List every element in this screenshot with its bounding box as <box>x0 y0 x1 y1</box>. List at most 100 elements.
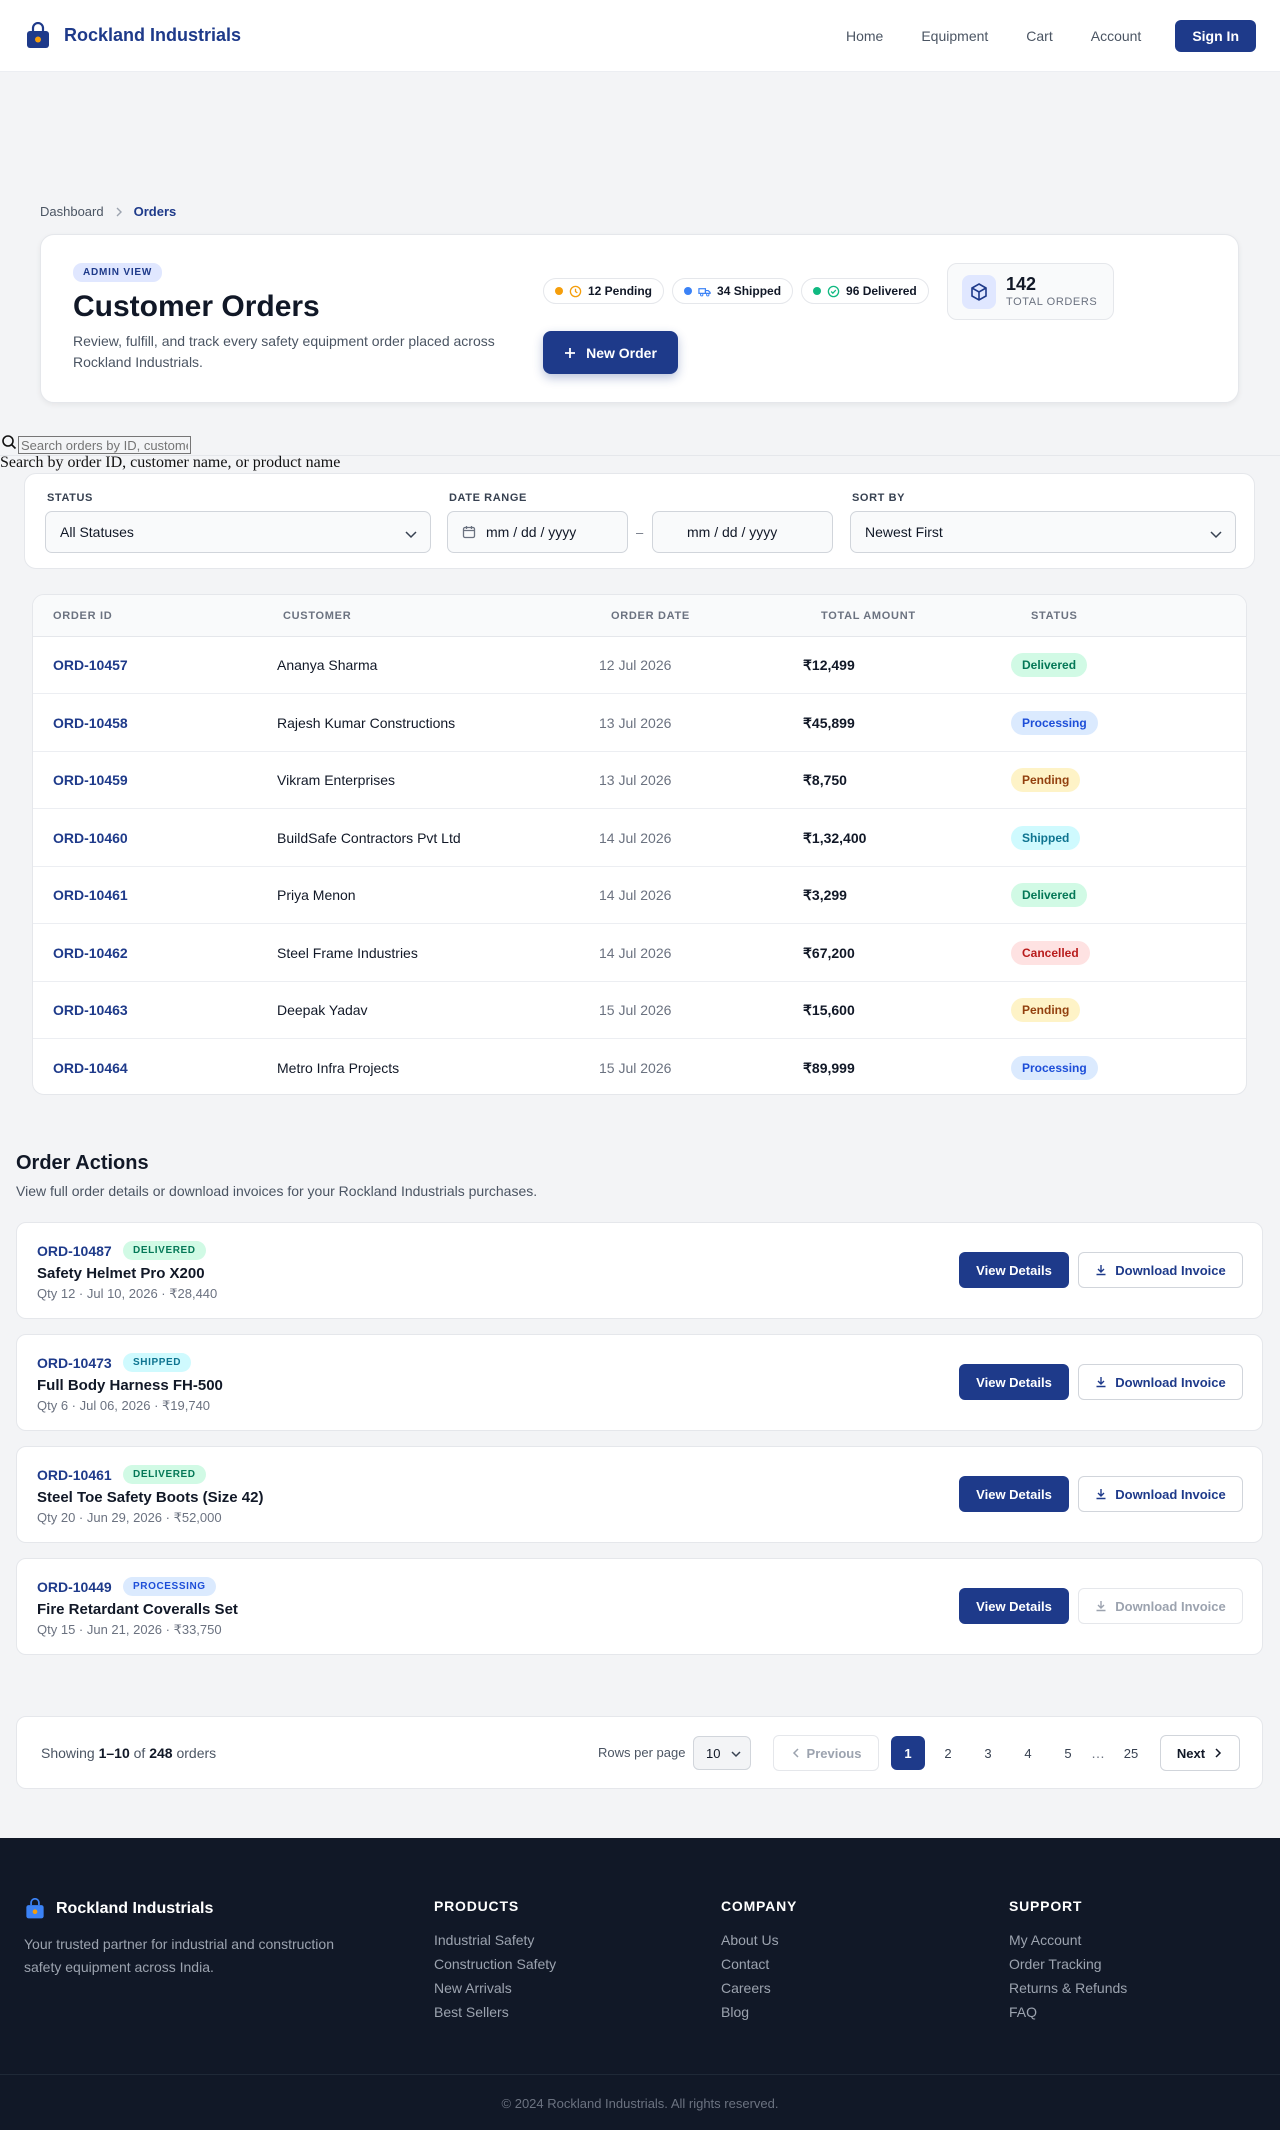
breadcrumb-current: Orders <box>133 204 177 219</box>
search-icon <box>2 435 17 450</box>
table-row[interactable]: ORD-10461 Priya Menon 14 Jul 2026 ₹3,299 Del… <box>33 867 1246 924</box>
order-id-link[interactable]: ORD-10458 <box>53 714 128 731</box>
download-invoice-button[interactable]: Download Invoice <box>1078 1252 1243 1288</box>
footer-link-construction-safety[interactable]: Construction Safety <box>434 1956 557 1972</box>
sort-by-select[interactable]: Newest First <box>850 511 1236 553</box>
nav-link-equipment[interactable]: Equipment <box>921 27 989 44</box>
page-button-5[interactable]: 5 <box>1064 1745 1072 1761</box>
customer-name: Ananya Sharma <box>277 657 378 673</box>
download-invoice-button[interactable]: Download Invoice <box>1078 1588 1243 1624</box>
order-id-link[interactable]: ORD-10459 <box>53 772 128 788</box>
page-button-3[interactable]: 3 <box>984 1745 992 1761</box>
sign-in-button[interactable]: Sign In <box>1175 19 1256 52</box>
order-date: 13 Jul 2026 <box>599 772 672 788</box>
pagination-suffix: orders <box>176 1745 217 1761</box>
order-id[interactable]: ORD-10461 <box>37 1467 112 1483</box>
breadcrumb: Dashboard Orders <box>40 204 176 219</box>
footer-link-blog[interactable]: Blog <box>721 2004 750 2020</box>
brand-name: Rockland Industrials <box>64 25 242 45</box>
customer-name: Steel Frame Industries <box>277 944 418 961</box>
customer-name: BuildSafe Contractors Pvt Ltd <box>277 829 461 846</box>
page-button-1[interactable]: 1 <box>891 1736 925 1770</box>
order-id[interactable]: ORD-10473 <box>37 1355 112 1371</box>
total-orders-count: 142 <box>1006 274 1037 294</box>
nav-links: Home Equipment Cart Account Sign In <box>834 19 1256 52</box>
status-badge: DELIVERED <box>123 1465 206 1484</box>
table-row[interactable]: ORD-10457 Ananya Sharma 12 Jul 2026 ₹12,499… <box>33 637 1246 694</box>
column-header-customer[interactable]: CUSTOMER <box>283 610 352 622</box>
order-meta: Qty 12 · Jul 10, 2026 · ₹28,440 <box>37 1286 218 1301</box>
download-invoice-button[interactable]: Download Invoice <box>1078 1364 1243 1400</box>
footer-link-my-account[interactable]: My Account <box>1009 1932 1082 1948</box>
column-header-status[interactable]: STATUS <box>1031 610 1078 622</box>
order-id-link[interactable]: ORD-10464 <box>53 1059 128 1076</box>
view-details-button[interactable]: View Details <box>959 1588 1069 1624</box>
table-row[interactable]: ORD-10460 BuildSafe Contractors Pvt Ltd 14… <box>33 810 1246 867</box>
brand[interactable]: Rockland Industrials <box>24 21 242 50</box>
footer-link-contact[interactable]: Contact <box>721 1956 770 1972</box>
order-id[interactable]: ORD-10449 <box>37 1579 112 1595</box>
order-id-link[interactable]: ORD-10461 <box>53 887 128 903</box>
order-amount: ₹45,899 <box>803 714 855 731</box>
order-actions-title: Order Actions <box>16 1152 149 1174</box>
next-page-button[interactable]: Next <box>1160 1735 1240 1771</box>
shopping-bag-logo-icon <box>26 1898 44 1919</box>
column-header-total-amount[interactable]: TOTAL AMOUNT <box>821 610 916 622</box>
rows-per-page-select[interactable]: 10 <box>693 1736 751 1770</box>
order-id-link[interactable]: ORD-10462 <box>53 944 128 961</box>
footer-description: Your trusted partner for industrial and … <box>24 1936 334 1975</box>
order-id-link[interactable]: ORD-10463 <box>53 1002 128 1018</box>
status-filter-select[interactable]: All Statuses <box>45 511 431 553</box>
view-details-button[interactable]: View Details <box>959 1476 1069 1512</box>
footer-link-order-tracking[interactable]: Order Tracking <box>1009 1956 1102 1972</box>
order-id-link[interactable]: ORD-10457 <box>53 657 128 673</box>
page-header-card: ADMIN VIEW Customer Orders Review, fulfi… <box>40 234 1239 403</box>
nav-link-cart[interactable]: Cart <box>1026 27 1053 44</box>
pagination-bar: Showing 1–10 of 248 orders Rows per page… <box>16 1716 1263 1789</box>
download-invoice-label: Download Invoice <box>1115 1598 1226 1614</box>
footer-link-careers[interactable]: Careers <box>721 1980 771 1996</box>
column-header-order-id[interactable]: ORDER ID <box>53 610 113 622</box>
table-row[interactable]: ORD-10463 Deepak Yadav 15 Jul 2026 ₹15,600 P… <box>33 982 1246 1039</box>
footer-brand[interactable]: Rockland Industrials <box>24 1898 213 1920</box>
order-amount: ₹67,200 <box>803 944 855 961</box>
download-icon <box>1096 1265 1106 1276</box>
order-id-link[interactable]: ORD-10460 <box>53 829 128 846</box>
download-invoice-button[interactable]: Download Invoice <box>1078 1476 1243 1512</box>
search-input[interactable] <box>18 436 191 454</box>
footer-link-new-arrivals[interactable]: New Arrivals <box>434 1980 512 1996</box>
order-amount: ₹1,32,400 <box>803 829 867 846</box>
table-row[interactable]: ORD-10462 Steel Frame Industries 14 Jul 20… <box>33 925 1246 982</box>
page-button-4[interactable]: 4 <box>1024 1745 1032 1761</box>
nav-link-home[interactable]: Home <box>845 27 884 44</box>
download-icon <box>1096 1601 1106 1612</box>
order-id[interactable]: ORD-10487 <box>37 1243 112 1259</box>
pagination-range: 1–10 <box>98 1745 130 1761</box>
nav-link-account[interactable]: Account <box>1090 27 1142 44</box>
footer-link-returns-refunds[interactable]: Returns & Refunds <box>1009 1980 1128 1996</box>
column-header-order-date[interactable]: ORDER DATE <box>611 610 690 622</box>
footer-link-about-us[interactable]: About Us <box>721 1932 779 1948</box>
footer-link-industrial-safety[interactable]: Industrial Safety <box>434 1932 535 1948</box>
table-row[interactable]: ORD-10459 Vikram Enterprises 13 Jul 2026 ₹8… <box>33 752 1246 809</box>
table-row[interactable]: ORD-10458 Rajesh Kumar Constructions 13 Ju… <box>33 695 1246 752</box>
page-button-last[interactable]: 25 <box>1123 1745 1139 1761</box>
date-from-input[interactable]: mm / dd / yyyy <box>447 511 628 553</box>
table-row[interactable]: ORD-10464 Metro Infra Projects 15 Jul 2026… <box>33 1040 1246 1095</box>
view-details-button[interactable]: View Details <box>959 1364 1069 1400</box>
chevron-right-icon <box>1215 1748 1222 1758</box>
date-range-separator: – <box>636 525 644 540</box>
new-order-button[interactable]: New Order <box>543 331 678 374</box>
page-button-2[interactable]: 2 <box>944 1745 952 1761</box>
order-meta: Qty 6 · Jul 06, 2026 · ₹19,740 <box>37 1398 211 1413</box>
footer-link-best-sellers[interactable]: Best Sellers <box>434 2004 509 2020</box>
view-details-button[interactable]: View Details <box>959 1252 1069 1288</box>
date-to-input[interactable]: mm / dd / yyyy <box>652 511 833 553</box>
breadcrumb-dashboard-link[interactable]: Dashboard <box>40 204 104 219</box>
search-hint: Search by order ID, customer name, or pr… <box>0 454 341 471</box>
status-badge: SHIPPED <box>123 1353 192 1372</box>
previous-page-button[interactable]: Previous <box>773 1735 879 1771</box>
order-meta: Qty 20 · Jun 29, 2026 · ₹52,000 <box>37 1510 222 1525</box>
footer-link-faq[interactable]: FAQ <box>1009 2004 1038 2020</box>
order-action-card: ORD-10487 DELIVERED Safety Helmet Pro X200… <box>16 1222 1263 1319</box>
